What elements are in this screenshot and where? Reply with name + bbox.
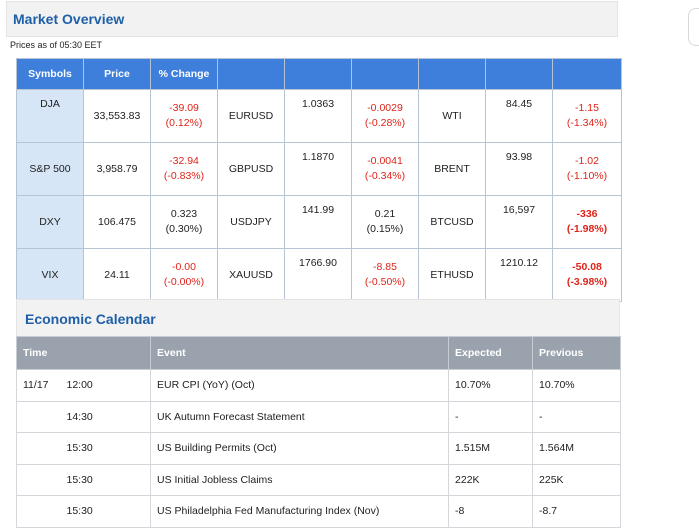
market-overview-header: Market Overview [6,1,618,37]
event-expected: 222K [448,463,534,496]
index-change: -39.09 (0.12%) [150,89,218,143]
index-symbol[interactable]: DXY [16,195,84,249]
header-blank [418,58,486,90]
index-price: 24.11 [83,248,151,302]
market-header-row: Symbols Price % Change [16,58,622,90]
commodity-change: -1.15 (-1.34%) [552,89,622,143]
commodity-change: -336 (-1.98%) [552,195,622,249]
event-time: 12:00 [66,369,152,402]
header-change: % Change [150,58,218,90]
commodity-symbol[interactable]: BRENT [418,142,486,196]
commodity-price: 93.98 [485,142,553,196]
calendar-row: 14:30 UK Autumn Forecast Statement - - [16,400,622,433]
fx-price: 141.99 [284,195,352,249]
fx-price: 1766.90 [284,248,352,302]
side-panel-edge [688,8,699,46]
fx-change: -0.0029 (-0.28%) [351,89,419,143]
fx-symbol[interactable]: XAUUSD [217,248,285,302]
fx-price: 1.0363 [284,89,352,143]
event-time: 15:30 [66,463,152,496]
event-time: 14:30 [66,400,152,433]
commodity-symbol[interactable]: BTCUSD [418,195,486,249]
header-expected: Expected [448,336,534,370]
index-price: 3,958.79 [83,142,151,196]
index-symbol[interactable]: DJA [16,89,84,143]
market-row: S&P 500 3,958.79 -32.94 (-0.83%) GBPUSD 1… [16,142,622,196]
event-date [16,432,67,465]
fx-symbol[interactable]: USDJPY [217,195,285,249]
event-previous: 225K [532,463,622,496]
calendar-row: 15:30 US Building Permits (Oct) 1.515M 1… [16,432,622,465]
event-expected: - [448,400,534,433]
event-date [16,463,67,496]
economic-calendar-header: Economic Calendar [16,299,620,336]
prices-timestamp: Prices as of 05:30 EET [10,40,103,50]
event-name: US Initial Jobless Claims [150,463,450,496]
index-change: -0.00 (-0.00%) [150,248,218,302]
event-date [16,495,67,528]
index-symbol[interactable]: S&P 500 [16,142,84,196]
event-expected: -8 [448,495,534,528]
event-name: EUR CPI (YoY) (Oct) [150,369,450,402]
header-previous: Previous [532,336,622,370]
calendar-row: 11/17 12:00 EUR CPI (YoY) (Oct) 10.70% 1… [16,369,622,402]
calendar-row: 15:30 US Philadelphia Fed Manufacturing … [16,495,622,528]
header-blank [552,58,622,90]
fx-change: 0.21 (0.15%) [351,195,419,249]
index-price: 33,553.83 [83,89,151,143]
commodity-change: -1.02 (-1.10%) [552,142,622,196]
calendar-header-row: Time Event Expected Previous [15,336,622,370]
calendar-row: 15:30 US Initial Jobless Claims 222K 225… [16,463,622,496]
economic-calendar-title: Economic Calendar [25,311,156,327]
fx-symbol[interactable]: EURUSD [217,89,285,143]
header-blank [284,58,352,90]
header-blank [217,58,285,90]
header-symbols: Symbols [16,58,84,90]
event-time: 15:30 [66,432,152,465]
index-symbol[interactable]: VIX [16,248,84,302]
event-time: 15:30 [66,495,152,528]
header-blank [351,58,419,90]
event-name: UK Autumn Forecast Statement [150,400,450,433]
index-change: 0.323 (0.30%) [150,195,218,249]
fx-change: -8.85 (-0.50%) [351,248,419,302]
event-previous: - [532,400,622,433]
event-name: US Building Permits (Oct) [150,432,450,465]
event-expected: 1.515M [448,432,534,465]
commodity-price: 1210.12 [485,248,553,302]
header-price: Price [83,58,151,90]
commodity-price: 84.45 [485,89,553,143]
event-expected: 10.70% [448,369,534,402]
commodity-change: -50.08 (-3.98%) [552,248,622,302]
fx-change: -0.0041 (-0.34%) [351,142,419,196]
market-table: Symbols Price % Change DJA 33,553.83 -39… [16,58,622,302]
event-date: 11/17 [16,369,67,402]
market-row: DJA 33,553.83 -39.09 (0.12%) EURUSD 1.036… [16,89,622,143]
event-previous: 10.70% [532,369,622,402]
commodity-price: 16,597 [485,195,553,249]
commodity-symbol[interactable]: WTI [418,89,486,143]
event-previous: -8.7 [532,495,622,528]
market-overview-title: Market Overview [13,11,125,27]
event-previous: 1.564M [532,432,622,465]
index-change: -32.94 (-0.83%) [150,142,218,196]
header-time: Time [15,336,152,370]
header-event: Event [150,336,450,370]
event-date [16,400,67,433]
market-row: VIX 24.11 -0.00 (-0.00%) XAUUSD 1766.90 -… [16,248,622,302]
fx-price: 1.1870 [284,142,352,196]
commodity-symbol[interactable]: ETHUSD [418,248,486,302]
calendar-table: Time Event Expected Previous 11/17 12:00… [15,336,622,528]
event-name: US Philadelphia Fed Manufacturing Index … [150,495,450,528]
fx-symbol[interactable]: GBPUSD [217,142,285,196]
market-row: DXY 106.475 0.323 (0.30%) USDJPY 141.99 0… [16,195,622,249]
header-blank [485,58,553,90]
index-price: 106.475 [83,195,151,249]
